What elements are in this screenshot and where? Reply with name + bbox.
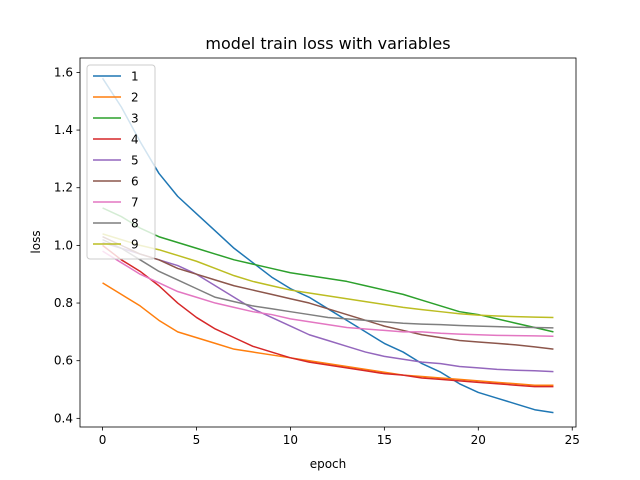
series-line-8 [102, 238, 554, 329]
legend-box [86, 64, 156, 260]
y-tick-label: 1.0 [54, 238, 73, 252]
legend-label-1: 1 [131, 70, 139, 84]
x-tick-label: 25 [565, 433, 580, 447]
x-tick-label: 15 [377, 433, 392, 447]
legend-label-5: 5 [131, 154, 139, 168]
x-axis-label: epoch [310, 457, 347, 471]
axes: 0 5 10 15 20 250.40.60.81.01.21.41.6 [54, 57, 580, 447]
legend-label-3: 3 [131, 112, 139, 126]
chart-title: model train loss with variables [205, 34, 450, 53]
plot-frame [79, 57, 577, 428]
y-tick-label: 1.2 [54, 181, 73, 195]
x-tick-label: 5 [193, 433, 201, 447]
x-tick-label: 20 [471, 433, 486, 447]
y-tick-label: 1.6 [54, 65, 73, 79]
y-tick-label: 1.4 [54, 123, 73, 137]
y-tick-label: 0.6 [54, 354, 73, 368]
legend-label-8: 8 [131, 217, 139, 231]
legend-label-7: 7 [131, 196, 139, 210]
x-tick-label: 10 [283, 433, 298, 447]
y-axis-label: loss [29, 230, 43, 253]
legend-label-4: 4 [131, 133, 139, 147]
legend: 1 2 3 4 5 6 7 8 9 [86, 64, 156, 260]
series-line-5 [102, 241, 554, 373]
y-tick-label: 0.8 [54, 296, 73, 310]
legend-label-9: 9 [131, 238, 139, 252]
legend-label-6: 6 [131, 175, 139, 189]
y-tick-label: 0.4 [54, 411, 73, 425]
series-lines [101, 77, 554, 414]
series-line-9 [102, 233, 554, 319]
series-line-7 [102, 250, 554, 337]
x-tick-label: 0 [99, 433, 107, 447]
series-line-2 [102, 282, 554, 386]
series-line-6 [102, 236, 554, 350]
series-line-4 [102, 244, 554, 388]
legend-label-2: 2 [131, 91, 139, 105]
